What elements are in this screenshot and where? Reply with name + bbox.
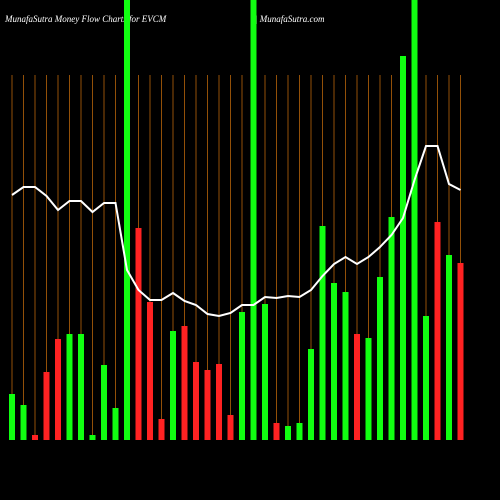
chart-title: MunafaSutra Money Flow Charts for EVCM [4,14,167,24]
bar [285,426,291,440]
line [11,145,461,318]
site-label: | MunafaSutra.com [255,14,325,24]
bar [147,302,153,440]
bar [377,277,383,440]
bar [319,226,326,440]
bar [135,228,142,440]
bar [204,370,211,440]
bar [308,349,314,440]
bar [411,0,418,440]
bar [365,338,372,440]
bar [296,423,303,440]
bar [20,405,27,440]
bar [423,316,429,440]
bar [181,326,188,440]
bar [89,435,96,440]
bar [273,423,280,440]
bar [43,372,50,440]
bar [227,415,234,440]
bar [354,334,360,440]
bar [32,435,38,440]
bar [55,339,61,440]
bar [9,394,15,440]
bar [158,419,165,440]
bar [193,362,199,440]
bar [78,334,84,440]
bar [216,364,222,440]
bar [400,56,406,440]
bar [388,217,395,440]
bar [331,283,337,440]
bar [239,312,245,440]
bar [434,222,441,440]
bar [170,331,176,440]
bar [342,292,349,440]
bar [250,0,257,440]
bar [446,255,452,440]
bar [112,408,119,440]
bar [124,0,130,440]
bar [262,304,268,440]
bar [457,263,464,440]
bar [66,334,73,440]
bar [101,365,107,440]
